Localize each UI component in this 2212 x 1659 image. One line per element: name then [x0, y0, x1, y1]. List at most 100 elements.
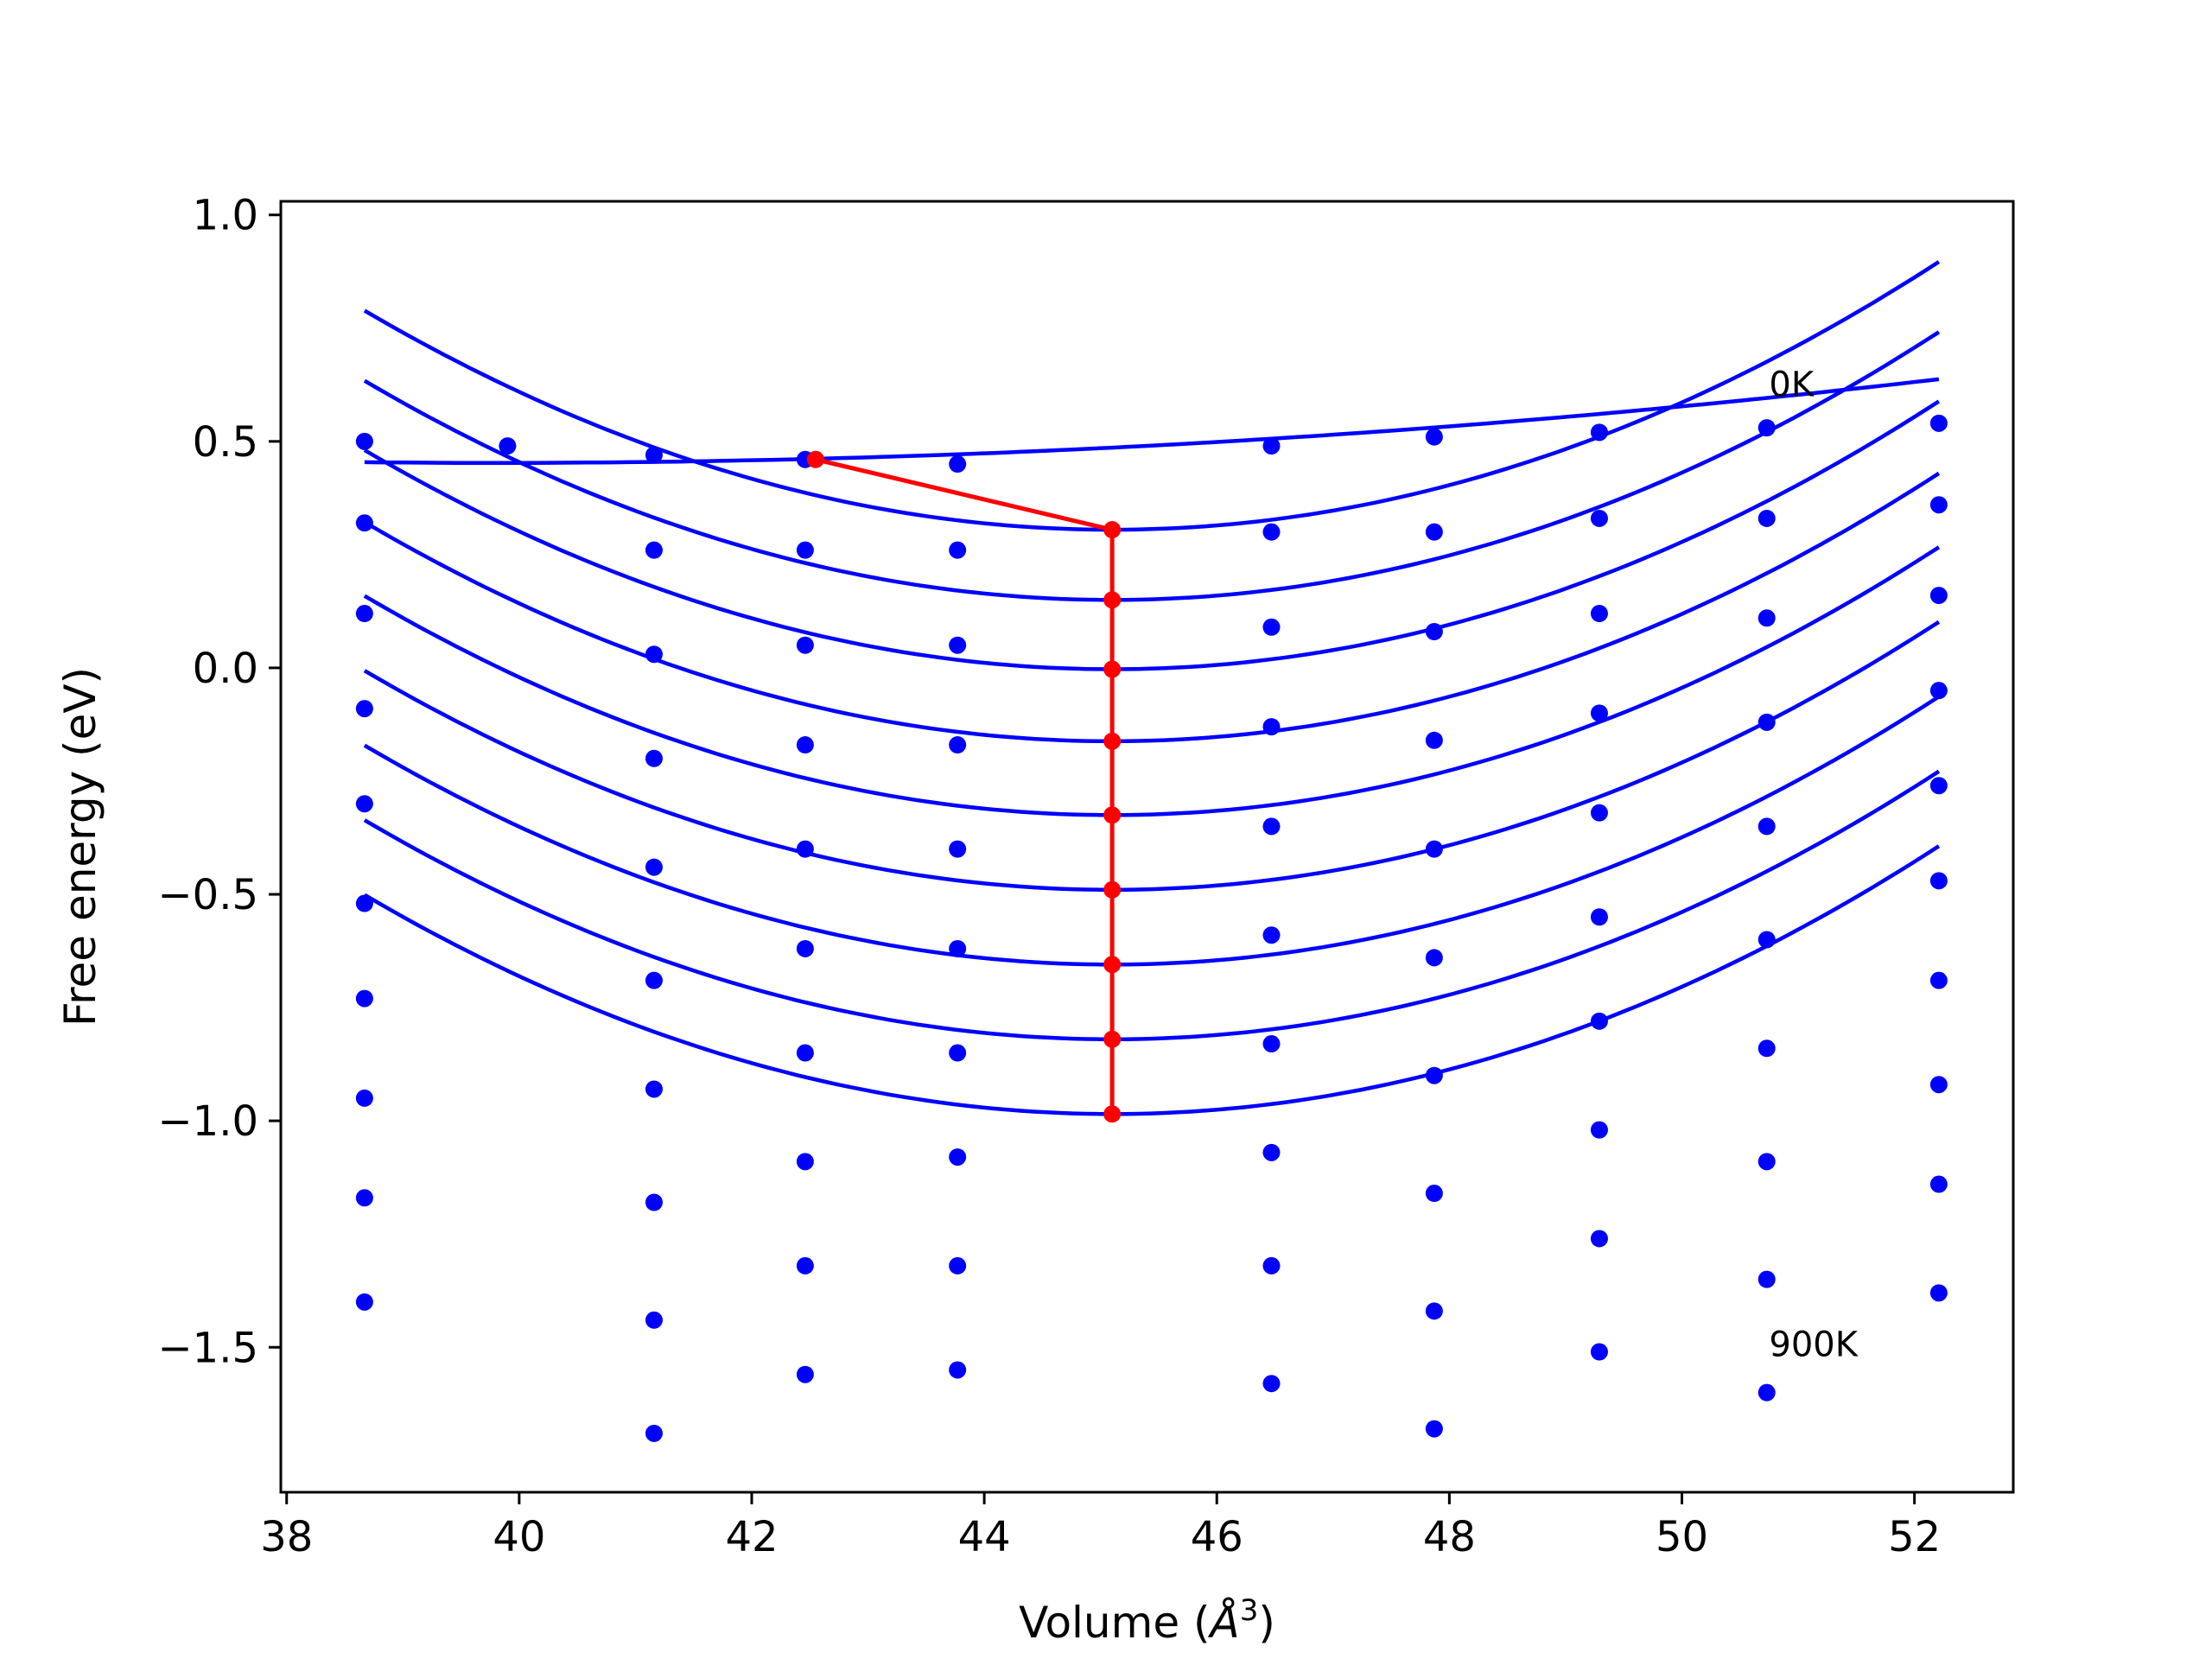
temperature-annotation: 900K — [1769, 1325, 1859, 1365]
data-point — [645, 749, 663, 767]
data-point — [645, 446, 663, 464]
data-point — [645, 645, 663, 664]
fit-curve-9 — [363, 844, 1941, 1116]
data-point — [1929, 682, 1948, 700]
data-point — [1758, 713, 1776, 731]
data-point — [1425, 1185, 1443, 1203]
data-point — [796, 1256, 814, 1274]
data-point — [1758, 1270, 1776, 1288]
fit-curve-2 — [363, 330, 1941, 602]
data-point — [645, 541, 663, 559]
data-point — [949, 1361, 967, 1379]
data-point — [355, 989, 373, 1007]
x-axis-title-text: Volume ( — [1019, 1598, 1210, 1648]
minima-point — [1103, 521, 1122, 539]
x-axis-title-close: ) — [1258, 1598, 1275, 1648]
data-point — [796, 1365, 814, 1383]
x-tick-label: 40 — [493, 1513, 545, 1561]
fit-curve-6 — [363, 620, 1941, 893]
data-point — [645, 1080, 663, 1098]
fit-curve-1 — [363, 260, 1941, 532]
data-point — [645, 858, 663, 876]
data-point — [1590, 605, 1608, 623]
x-tick-label: 42 — [725, 1513, 778, 1561]
data-point — [1758, 817, 1776, 836]
data-point — [1758, 1039, 1776, 1058]
data-point — [1425, 731, 1443, 749]
y-tick-label: 0.0 — [193, 645, 258, 693]
data-point — [949, 541, 967, 559]
x-axis-title: Volume (Å3) — [1019, 1593, 1275, 1648]
data-point — [645, 1311, 663, 1329]
minima-point — [1103, 660, 1122, 678]
annotations: 0K 900K — [1769, 365, 1859, 1364]
minima-point — [1103, 732, 1122, 750]
y-tick-label: 0.5 — [193, 418, 258, 467]
data-point — [1929, 1284, 1948, 1302]
data-point — [796, 636, 814, 654]
data-point — [949, 636, 967, 654]
data-point — [355, 795, 373, 813]
fit-curve-8 — [363, 769, 1941, 1042]
data-point — [796, 736, 814, 754]
data-point — [645, 1193, 663, 1211]
data-point — [1758, 931, 1776, 949]
data-point — [796, 541, 814, 559]
temperature-annotation: 0K — [1769, 365, 1815, 404]
x-tick-label: 46 — [1191, 1513, 1243, 1561]
data-point — [1590, 1230, 1608, 1248]
x-tick-label: 48 — [1423, 1513, 1476, 1561]
data-point — [1425, 1066, 1443, 1084]
minima-point — [1103, 591, 1122, 609]
data-point — [1929, 971, 1948, 989]
data-point — [1262, 618, 1281, 636]
y-tick-label: −0.5 — [157, 871, 258, 919]
data-point — [1758, 609, 1776, 627]
data-point — [1929, 1076, 1948, 1094]
data-point — [949, 1256, 967, 1274]
data-point — [1425, 623, 1443, 640]
data-point — [796, 1153, 814, 1171]
data-point — [355, 894, 373, 912]
data-point — [1425, 523, 1443, 541]
data-point — [645, 971, 663, 989]
data-point — [1590, 804, 1608, 822]
minima-point — [806, 450, 824, 468]
minima-point — [1103, 880, 1122, 899]
minima-point — [1103, 1105, 1122, 1123]
data-point — [949, 736, 967, 754]
data-point — [1590, 1121, 1608, 1139]
data-point — [1425, 949, 1443, 967]
x-axis-title-exponent: 3 — [1240, 1593, 1259, 1628]
data-point — [1929, 1175, 1948, 1193]
data-point — [1425, 840, 1443, 858]
data-point — [1425, 1302, 1443, 1320]
data-point — [499, 437, 517, 455]
data-point — [1590, 1343, 1608, 1361]
data-point — [1590, 423, 1608, 442]
x-tick-label: 38 — [260, 1513, 313, 1561]
data-point — [1425, 1420, 1443, 1438]
x-tick-label: 44 — [958, 1513, 1011, 1561]
data-point — [355, 700, 373, 718]
fit-curve-5 — [363, 545, 1941, 817]
y-tick-label: −1.0 — [157, 1097, 258, 1146]
data-point — [1929, 777, 1948, 795]
fit-curve-3 — [363, 399, 1941, 671]
data-point — [949, 455, 967, 474]
data-point — [1590, 704, 1608, 722]
x-tick-label: 50 — [1656, 1513, 1708, 1561]
data-point — [1758, 419, 1776, 437]
data-point — [355, 605, 373, 623]
y-axis-ticks: 1.0 0.5 0.0 −0.5 −1.0 −1.5 — [157, 192, 281, 1372]
data-point — [1262, 718, 1281, 736]
data-point — [1590, 908, 1608, 926]
data-point — [355, 514, 373, 532]
minima-point — [1103, 956, 1122, 974]
data-point — [796, 1044, 814, 1062]
data-point — [796, 840, 814, 858]
y-tick-label: −1.5 — [157, 1324, 258, 1372]
data-point — [1758, 1153, 1776, 1171]
data-point — [949, 1148, 967, 1166]
